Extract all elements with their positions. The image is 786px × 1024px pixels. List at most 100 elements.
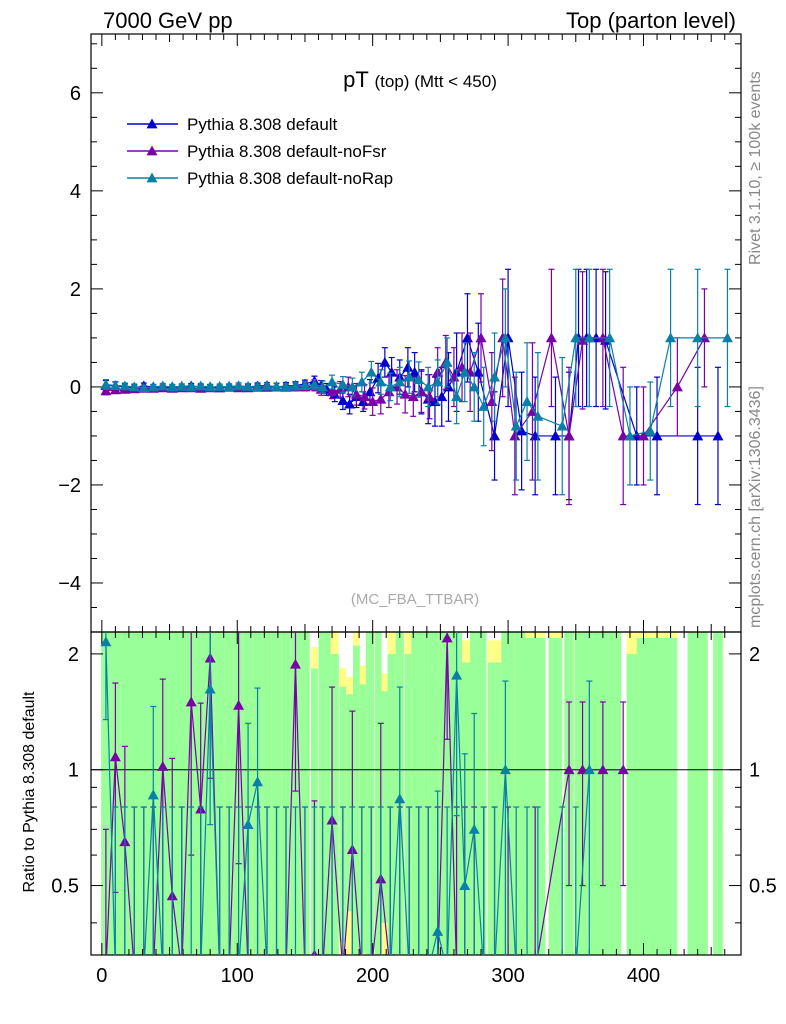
ratio-band-inner (424, 632, 432, 955)
ratio-0-point (423, 965, 434, 975)
main-2-point (326, 376, 338, 387)
ratio-band-inner (290, 632, 301, 955)
main-2-point (252, 381, 264, 392)
ratio-0-point (262, 965, 273, 975)
main-1-point (375, 393, 387, 404)
main-0-point (549, 430, 561, 441)
ratio-1-point (138, 965, 149, 975)
ratio-band-inner (387, 653, 396, 955)
ratio-band-inner (129, 632, 140, 955)
ratio-1-point (129, 965, 140, 975)
ratio-0-point (617, 764, 629, 775)
main-1-point (638, 430, 649, 441)
ratio-band-inner (346, 694, 354, 912)
main-2-point (441, 356, 453, 367)
ratio-y-tick-label: 0.5 (51, 876, 79, 898)
ratio-1-point (167, 965, 178, 975)
ratio-band-inner (381, 691, 389, 923)
main-1-point (563, 430, 575, 441)
main-2-point (147, 381, 159, 392)
ratio-1-point (186, 965, 197, 975)
ratio-band-inner (374, 632, 382, 955)
ratio-band-inner (581, 632, 592, 955)
main-2-point (692, 332, 704, 343)
ratio-0-point (530, 965, 541, 975)
ratio-band-inner (271, 632, 282, 955)
main-2-point (468, 381, 480, 392)
ratio-0-point (109, 751, 121, 762)
main-2-point (413, 374, 425, 384)
ratio-0-point (469, 965, 480, 975)
y-tick-label: −2 (58, 475, 81, 497)
ratio-1-point (459, 880, 471, 890)
main-0-point (692, 430, 704, 441)
ratio-1-point (442, 965, 453, 975)
ratio-1-point (499, 764, 511, 775)
ratio-1-point (532, 965, 543, 975)
main-2-point (521, 396, 533, 407)
ratio-0-point (413, 965, 424, 975)
ratio-1-point (432, 925, 444, 936)
main-2-point (451, 391, 463, 402)
main-2-point (261, 380, 273, 391)
ratio-y-axis-label: Ratio to Pythia 8.308 default (21, 691, 38, 893)
chart-title-sub: (top) (Mtt < 450) (375, 72, 497, 91)
ratio-band-inner (214, 632, 225, 955)
ratio-band-inner (590, 632, 622, 955)
main-2-point (109, 379, 121, 390)
main-1-point (671, 381, 683, 392)
main-2-point (394, 376, 406, 387)
main-0-point (436, 391, 448, 402)
ratio-0-point (459, 965, 470, 975)
main-2-point (299, 379, 311, 390)
main-1-point (407, 391, 419, 402)
ratio-0-point (478, 965, 489, 975)
ratio-1-series (100, 632, 595, 975)
main-1-point (545, 332, 557, 343)
main-0-point (461, 332, 473, 343)
ratio-0-point (404, 965, 415, 975)
ratio-band-inner (359, 684, 367, 954)
ratio-1-point (262, 965, 273, 975)
main-2-point (346, 381, 358, 392)
ratio-1-point (119, 965, 130, 975)
main-2-point (138, 382, 150, 393)
main-2-point (223, 381, 235, 392)
main-2-point (570, 332, 582, 343)
main-2-point (375, 376, 387, 387)
y-tick-label: 2 (70, 279, 81, 301)
main-2-point (242, 380, 254, 391)
ratio-band-inner (574, 632, 583, 955)
main-2-point (157, 380, 169, 391)
main-2-point (644, 425, 656, 436)
ratio-1-point (242, 819, 254, 830)
main-2-point (204, 381, 216, 392)
legend-label: Pythia 8.308 default-noRap (187, 169, 393, 188)
main-2-point (510, 420, 522, 431)
ratio-1-point (451, 669, 463, 680)
header-left: 7000 GeV pp (103, 8, 233, 33)
ratio-y-tick-label-right: 2 (749, 644, 760, 666)
ratio-0-point (441, 632, 453, 643)
ratio-0-point (129, 965, 140, 975)
ratio-band-inner (262, 632, 272, 955)
ratio-1-point (147, 789, 159, 800)
ratio-frame (90, 631, 742, 956)
main-2-point (624, 430, 636, 441)
main-2-point (271, 380, 283, 391)
main-2-point (308, 378, 320, 389)
ratio-1-point (570, 965, 581, 975)
x-tick-label: 400 (627, 965, 660, 987)
main-0-point (409, 366, 421, 377)
chart-title-main: pT (343, 67, 374, 92)
main-2-point (195, 380, 207, 391)
ratio-1-point (204, 683, 216, 694)
legend-marker-triangle (146, 172, 158, 183)
main-2-series (100, 268, 733, 496)
ratio-band-inner (353, 645, 360, 955)
ratio-1-point (413, 965, 424, 975)
ratio-1-point (100, 636, 112, 647)
main-1-point (509, 430, 521, 441)
x-tick-label: 0 (96, 965, 107, 987)
y-tick-label: −4 (58, 573, 81, 595)
